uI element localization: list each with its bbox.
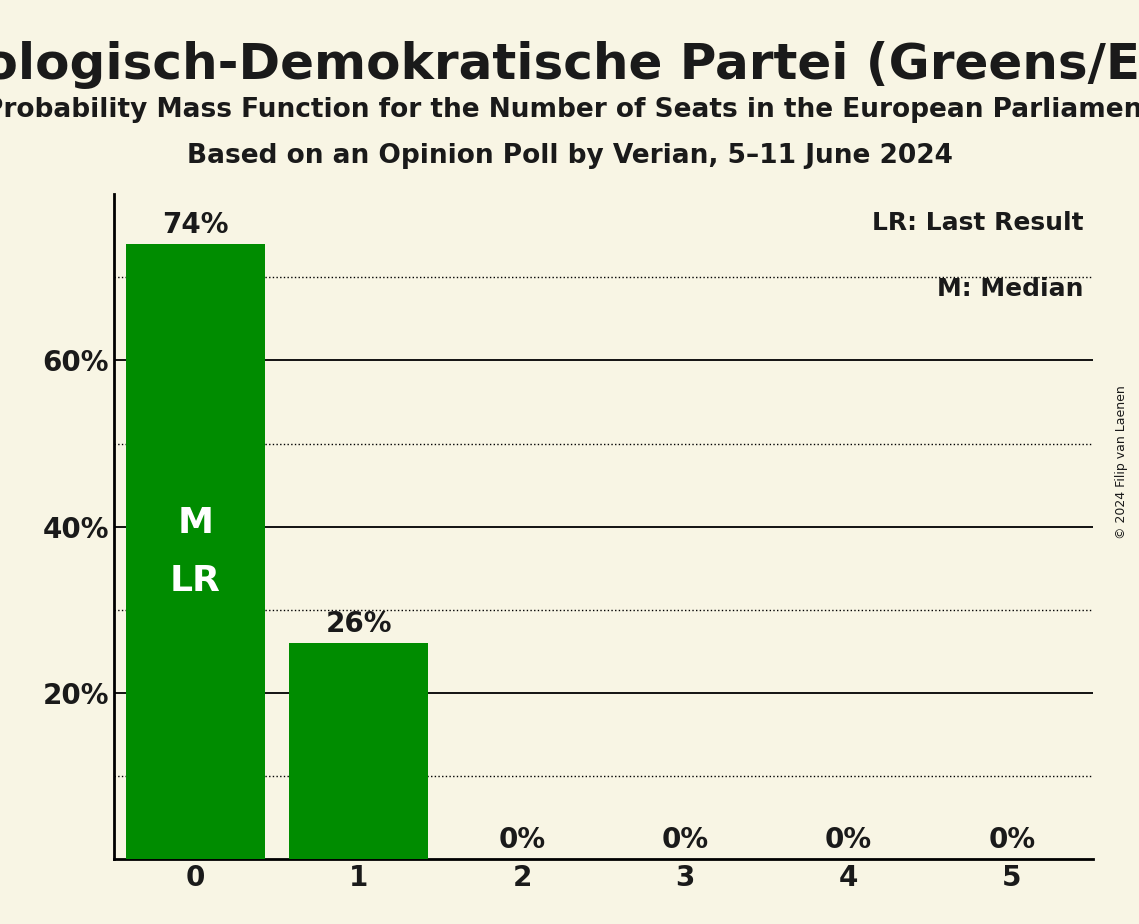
Bar	[289, 643, 428, 859]
Text: © 2024 Filip van Laenen: © 2024 Filip van Laenen	[1115, 385, 1129, 539]
Text: 74%: 74%	[162, 211, 229, 239]
Text: 26%: 26%	[326, 610, 392, 638]
Text: Based on an Opinion Poll by Verian, 5–11 June 2024: Based on an Opinion Poll by Verian, 5–11…	[187, 143, 952, 169]
Text: Probability Mass Function for the Number of Seats in the European Parliament: Probability Mass Function for the Number…	[0, 97, 1139, 123]
Text: LR: Last Result: LR: Last Result	[872, 211, 1083, 235]
Text: 0%: 0%	[989, 826, 1035, 855]
Text: M: Median: M: Median	[937, 277, 1083, 301]
Text: LR: LR	[170, 564, 221, 598]
Text: 0%: 0%	[662, 826, 708, 855]
Text: Ökologisch-Demokratische Partei (Greens/EFA): Ökologisch-Demokratische Partei (Greens/…	[0, 32, 1139, 90]
Text: M: M	[178, 505, 213, 540]
Text: 0%: 0%	[499, 826, 546, 855]
Text: 0%: 0%	[825, 826, 872, 855]
Bar	[126, 244, 265, 859]
